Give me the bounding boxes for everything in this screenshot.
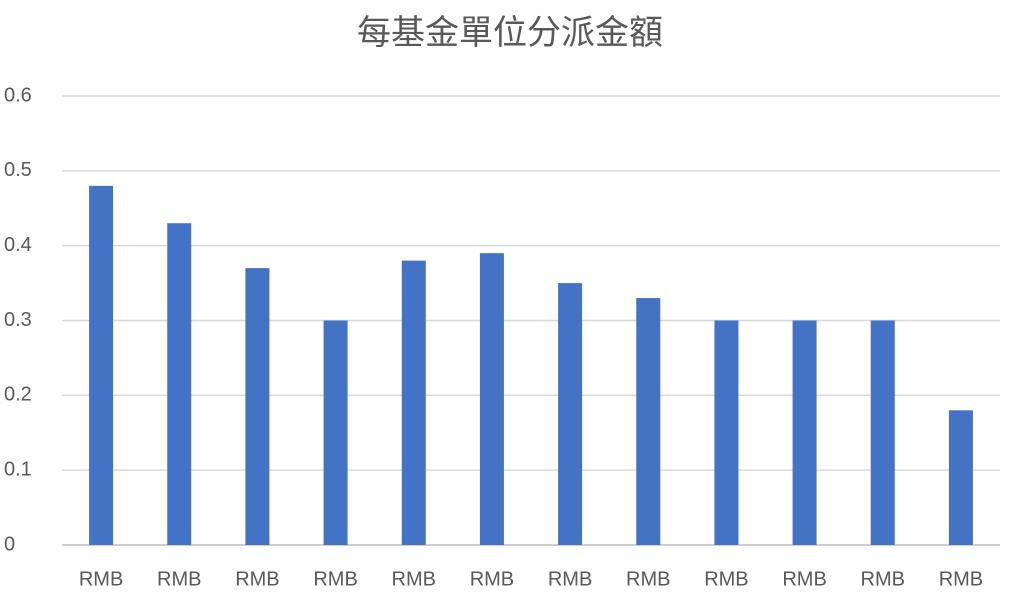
bar [323, 320, 348, 545]
y-tick-label: 0.3 [4, 309, 32, 331]
y-tick-label: 0.6 [4, 84, 32, 106]
x-tick-label: RMB [704, 568, 748, 590]
x-tick-label: RMB [548, 568, 592, 590]
bar [245, 268, 270, 545]
x-tick-label: RMB [861, 568, 905, 590]
bar [479, 253, 504, 545]
bar [948, 410, 973, 545]
bar [167, 223, 192, 545]
x-tick-label: RMB [79, 568, 123, 590]
chart-title: 每基金單位分派金額 [357, 14, 663, 52]
x-tick-label: RMB [392, 568, 436, 590]
bar [792, 320, 817, 545]
x-tick-label: RMB [157, 568, 201, 590]
x-tick-label: RMB [782, 568, 826, 590]
bar [636, 298, 661, 545]
x-tick-label: RMB [939, 568, 983, 590]
x-tick-label: RMB [313, 568, 357, 590]
x-tick-label: RMB [470, 568, 514, 590]
bar [870, 320, 895, 545]
y-tick-label: 0 [4, 533, 15, 555]
bar [401, 260, 426, 545]
x-tick-label: RMB [626, 568, 670, 590]
y-tick-label: 0.4 [4, 234, 32, 256]
y-tick-label: 0.5 [4, 159, 32, 181]
x-tick-label: RMB [235, 568, 279, 590]
bar [558, 283, 583, 545]
y-tick-label: 0.2 [4, 384, 32, 406]
bar [89, 185, 114, 546]
bar [714, 320, 739, 545]
y-tick-label: 0.1 [4, 458, 32, 480]
